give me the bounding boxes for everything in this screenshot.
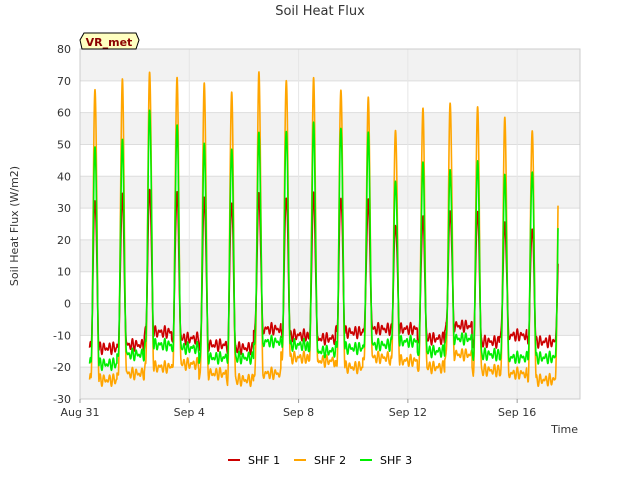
legend-label: SHF 2 [314, 454, 346, 467]
y-band [80, 239, 580, 272]
y-tick-label: 50 [57, 138, 71, 151]
y-band [80, 176, 580, 209]
x-axis-ticks: Aug 31 Sep 4 Sep 8 Sep 12 Sep 16 [61, 399, 536, 419]
y-tick-label: -20 [53, 361, 71, 374]
background-bands [80, 49, 580, 399]
y-band [80, 49, 580, 81]
y-tick-label: 40 [57, 170, 71, 183]
series-line-shf-3 [88, 109, 559, 372]
y-tick-label: 80 [57, 43, 71, 56]
y-tick-label: 10 [57, 266, 71, 279]
y-tick-label: 30 [57, 202, 71, 215]
x-tick-label: Sep 12 [389, 406, 427, 419]
y-band [80, 112, 580, 145]
badge-label: VR_met [86, 36, 133, 49]
x-tick-label: Aug 31 [61, 406, 100, 419]
legend-label: SHF 1 [248, 454, 280, 467]
badge-shape [79, 32, 140, 50]
x-axis-title: Time [550, 423, 578, 436]
station-badge: VR_met [79, 32, 140, 50]
y-tick-label: -30 [53, 393, 71, 406]
legend-label: SHF 3 [380, 454, 412, 467]
x-tick-label: Sep 8 [283, 406, 314, 419]
y-band [80, 367, 580, 399]
y-tick-label: 20 [57, 234, 71, 247]
y-tick-label: 70 [57, 75, 71, 88]
x-tick-label: Sep 16 [498, 406, 536, 419]
chart-title: Soil Heat Flux [275, 4, 365, 19]
y-tick-label: -10 [53, 329, 71, 342]
y-axis-title: Soil Heat Flux (W/m2) [8, 166, 21, 286]
y-tick-label: 0 [64, 298, 71, 311]
series-lines [88, 71, 559, 388]
x-tick-label: Sep 4 [174, 406, 205, 419]
y-axis-ticks: -30 -20 -10 0 10 20 30 40 50 60 70 80 [53, 43, 71, 406]
y-tick-label: 60 [57, 107, 71, 120]
plot-frame [79, 48, 581, 400]
legend: SHF 1 SHF 2 SHF 3 [228, 454, 412, 467]
